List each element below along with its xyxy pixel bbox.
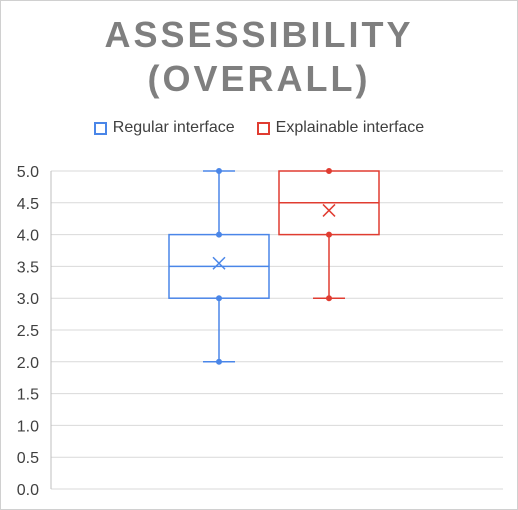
y-tick-label-4.5: 4.5 [17, 196, 39, 213]
legend-item-explainable: Explainable interface [256, 119, 425, 137]
mean-marker-b-explainable [322, 203, 336, 217]
legend-swatch-explainable [256, 121, 270, 135]
legend-label-explainable: Explainable interface [275, 119, 425, 136]
legend-swatch-regular [93, 121, 107, 135]
y-tick-label-1.0: 1.0 [17, 418, 39, 435]
data-point-regular-1 [216, 295, 222, 302]
y-tick-label-0.0: 0.0 [17, 482, 39, 499]
data-point-regular-2 [216, 231, 222, 238]
y-tick-label-2.5: 2.5 [17, 323, 39, 340]
y-tick-label-3.5: 3.5 [17, 259, 39, 276]
y-tick-label-2.0: 2.0 [17, 355, 39, 372]
y-tick-label-5.0: 5.0 [17, 164, 39, 181]
y-tick-label-0.5: 0.5 [17, 450, 39, 467]
data-point-explainable-1 [326, 231, 332, 238]
legend-item-regular: Regular interface [93, 119, 235, 137]
data-point-explainable-0 [326, 295, 332, 302]
y-tick-label-1.5: 1.5 [17, 387, 39, 404]
legend-label-regular: Regular interface [112, 119, 235, 136]
data-point-explainable-2 [326, 168, 332, 174]
y-tick-label-3.0: 3.0 [17, 291, 39, 308]
chart-title-line-2: (OVERALL) [147, 58, 371, 99]
data-point-regular-0 [216, 358, 222, 365]
chart-title: ASSESSIBILITY (OVERALL) [1, 13, 517, 101]
chart-title-line-1: ASSESSIBILITY [104, 14, 414, 55]
chart-legend: Regular interface Explainable interface [1, 119, 517, 137]
data-point-regular-3 [216, 168, 222, 174]
y-tick-label-4.0: 4.0 [17, 228, 39, 245]
mean-marker-b-regular [212, 256, 226, 270]
